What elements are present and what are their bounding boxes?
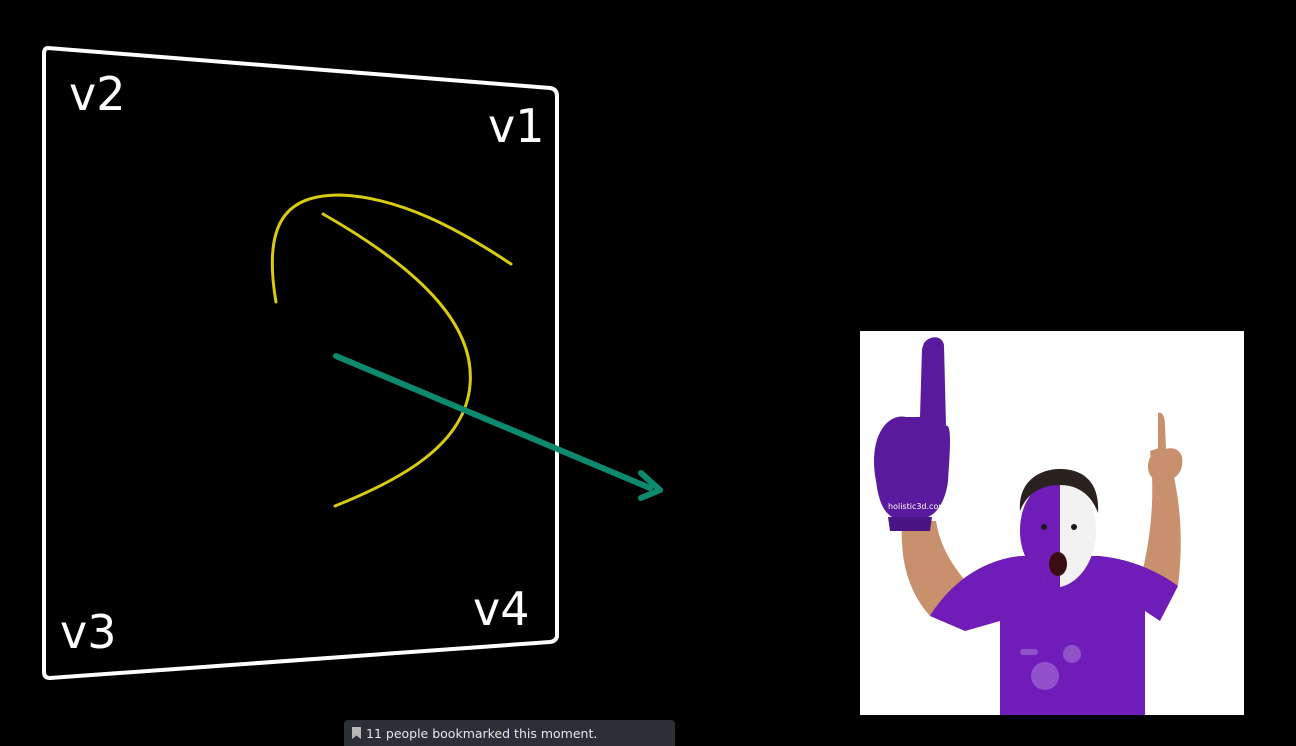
plane-frame	[42, 46, 559, 680]
vertex-label-v1: v1	[488, 99, 545, 153]
presenter-photo: holistic3d.com	[860, 331, 1244, 715]
mouth	[1049, 552, 1067, 576]
hair	[1019, 469, 1099, 513]
bookmark-icon	[352, 727, 361, 739]
bookmark-toast-text: 11 people bookmarked this moment.	[366, 725, 598, 741]
glove-watermark: holistic3d.com	[888, 502, 946, 511]
shirt-logo	[1020, 645, 1081, 690]
purple-shirt	[930, 556, 1178, 715]
right-arm	[1140, 446, 1181, 586]
direction-arrow-shaft	[333, 353, 653, 491]
vertex-label-v4: v4	[473, 582, 530, 636]
bookmark-toast: 11 people bookmarked this moment.	[344, 720, 675, 746]
vertex-label-v2: v2	[69, 67, 126, 121]
presenter-illustration: holistic3d.com	[874, 337, 1183, 715]
vertex-label-v3: v3	[60, 605, 117, 659]
curve-outer	[270, 193, 513, 304]
right-eye	[1071, 524, 1077, 530]
pointing-hand	[1148, 412, 1183, 482]
left-eye	[1041, 524, 1047, 530]
foam-finger-cuff	[888, 517, 932, 531]
direction-arrow-head	[638, 470, 663, 501]
foam-finger	[874, 337, 950, 517]
face-paint-white	[1060, 481, 1096, 587]
curve-inner	[321, 212, 472, 508]
